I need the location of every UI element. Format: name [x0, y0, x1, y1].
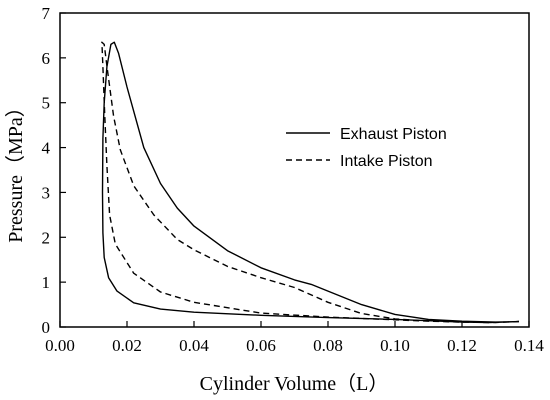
- y-tick-label: 7: [42, 4, 51, 23]
- x-tick-label: 0.02: [112, 336, 142, 355]
- y-axis-ticks: 0 1 2 3 4 5 6 7: [42, 4, 66, 337]
- legend: Exhaust Piston Intake Piston: [286, 126, 447, 170]
- series-line-intake-piston: [101, 41, 520, 324]
- x-tick-label: 0.10: [380, 336, 410, 355]
- plot-area-frame: [59, 12, 530, 328]
- y-tick-label: 5: [42, 94, 51, 113]
- y-axis-title: Pressure（MPa）: [4, 97, 27, 243]
- x-axis-title: Cylinder Volume（L）: [200, 372, 389, 395]
- y-tick-label: 4: [42, 139, 51, 158]
- legend-label-exhaust-piston: Exhaust Piston: [340, 126, 447, 143]
- x-axis-ticks: 0.00 0.02 0.04 0.06 0.08 0.10 0.12 0.14: [45, 321, 544, 355]
- y-tick-label: 1: [42, 273, 51, 292]
- series-layer: [101, 41, 520, 324]
- y-tick-label: 0: [42, 318, 51, 337]
- legend-label-intake-piston: Intake Piston: [340, 153, 433, 170]
- x-tick-label: 0.08: [313, 336, 343, 355]
- series-line-exhaust-piston: [101, 41, 520, 324]
- y-tick-label: 2: [42, 228, 51, 247]
- x-tick-label: 0.14: [514, 336, 544, 355]
- y-tick-label: 3: [42, 183, 51, 202]
- y-tick-label: 6: [42, 49, 51, 68]
- x-tick-label: 0.06: [246, 336, 276, 355]
- x-tick-label: 0.04: [179, 336, 209, 355]
- x-tick-label: 0.00: [45, 336, 75, 355]
- x-tick-label: 0.12: [447, 336, 477, 355]
